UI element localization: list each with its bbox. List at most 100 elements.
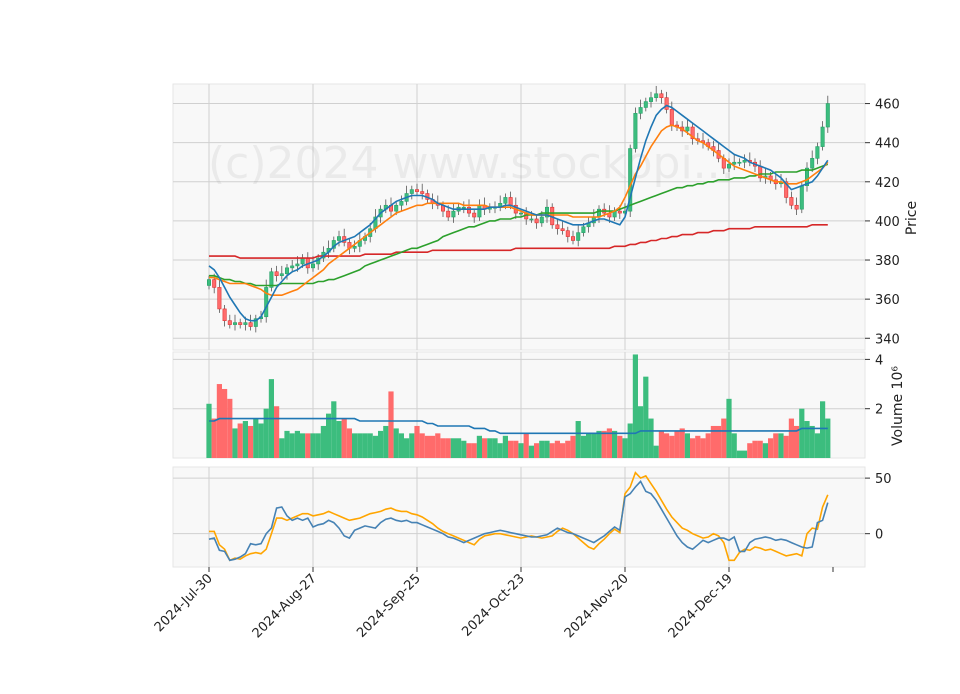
candle-body [310,263,315,269]
candle-body [825,103,830,128]
x-tick-label: 2024-Oct-23 [459,571,527,639]
volume-bar [664,433,670,458]
volume-bar [778,433,784,458]
volume-bar [357,433,363,458]
volume-bar [362,433,368,458]
volume-bar [653,445,659,458]
candle-body [638,107,643,114]
volume-bar [736,450,742,458]
candle-body [732,161,737,165]
volume-bar [393,428,399,458]
volume-moving-average [209,417,828,435]
candle-body [799,185,804,210]
price-tick-label: 340 [875,332,900,347]
candle-body [544,206,549,218]
volume-bar [700,438,706,458]
volume-bar [612,430,618,458]
volume-bar [757,440,763,458]
oscillator-tick-label: 0 [875,528,883,543]
candle-body [352,246,357,249]
x-tick-label: 2024-Nov-20 [562,571,632,641]
candle-body [628,148,633,212]
volume-bar [274,406,280,458]
volume-bar [586,433,592,458]
moving-average-mid [209,124,829,297]
volume-bar [419,433,425,458]
volume-bar [430,435,436,458]
candle-body [279,273,284,276]
candle-body [560,228,565,231]
candle-body [529,218,534,221]
volume-bar [216,384,222,458]
volume-bar [695,435,701,458]
volume-bar [721,418,727,458]
candle-body [461,206,466,209]
price-tick-label: 440 [875,137,900,152]
volume-bar [466,443,472,458]
volume-bar [606,428,612,458]
volume-bar [710,425,716,458]
candle-body [617,210,622,214]
candle-body [742,159,747,163]
candle-body [690,126,695,140]
candle-body [207,279,212,286]
candle-body [789,197,794,206]
volume-bar [580,435,586,458]
candle-body [534,218,539,224]
volume-bar [544,440,550,458]
volume-bar [809,425,815,458]
volume-bar [336,421,342,458]
volume-bar [482,438,488,458]
x-tick-label: 2024-Sep-25 [354,571,424,641]
candle-body [222,308,227,321]
oscillator-tick-label: 50 [875,472,892,487]
volume-bar [731,433,737,458]
price-axis-label: Price [904,201,920,235]
oscillator-line-orange [209,471,829,562]
candle-body [648,97,653,102]
volume-bar [346,428,352,458]
candle-body [248,322,253,327]
candle-body [466,206,471,214]
candle-body [300,257,305,265]
price-tick-label: 380 [875,254,900,269]
candle-body [654,93,659,98]
volume-bar [684,433,690,458]
candle-body [794,204,799,210]
volume-bar [279,438,285,458]
volume-bar [341,418,347,458]
volume-bar [414,425,420,458]
volume-bar [502,435,508,458]
oscillator-lines [208,471,829,562]
candle-body [726,163,731,169]
volume-bar [372,435,378,458]
candle-body [643,101,648,108]
volume-bar [554,440,560,458]
candle-body [446,210,451,218]
volume-bar [211,418,217,458]
volume-bar [367,433,373,458]
volume-bar [508,440,514,458]
candle-body [274,271,279,276]
volume-tick-label: 2 [875,403,883,418]
volume-bar [331,401,337,458]
volume-bar [617,435,623,458]
candle-body [664,97,669,110]
volume-bar [669,435,675,458]
volume-bar [549,443,555,458]
volume-bar [258,423,264,458]
volume-axis-label: Volume 10⁶ [890,366,906,446]
volume-bar [352,433,358,458]
volume-bar [799,408,805,458]
candle-body [784,181,789,198]
candle-body [815,146,820,159]
volume-bar [794,425,800,458]
volume-bar [222,388,228,458]
volume-bar [310,433,316,458]
candle-body [810,158,815,169]
volume-bar [237,423,243,458]
volume-bar [773,433,779,458]
candle-body [409,189,414,194]
candle-body [394,204,399,212]
